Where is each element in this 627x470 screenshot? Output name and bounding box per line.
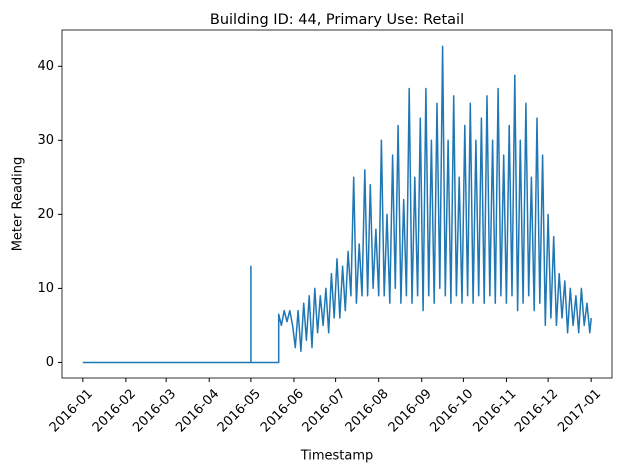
x-tick-label: 2016-11	[470, 386, 519, 435]
x-tick-label: 2016-08	[343, 386, 392, 435]
y-tick-label: 0	[46, 355, 54, 370]
y-tick-label: 20	[37, 207, 54, 222]
x-tick-label: 2016-06	[258, 386, 307, 435]
x-tick-label: 2016-09	[386, 386, 435, 435]
y-tick-label: 30	[37, 133, 54, 148]
x-axis-label: Timestamp	[300, 449, 374, 464]
x-tick-label: 2016-10	[427, 386, 476, 435]
y-axis-label: Meter Reading	[11, 157, 26, 252]
x-tick-label: 2017-01	[555, 386, 604, 435]
x-tick-label: 2016-01	[47, 386, 96, 435]
x-tick-label: 2016-04	[173, 386, 222, 435]
plot-frame	[61, 29, 613, 379]
x-tick-label: 2016-05	[215, 386, 264, 435]
data-line	[82, 45, 592, 364]
x-tick-label: 2016-03	[130, 386, 179, 435]
y-tick-label: 10	[37, 281, 54, 296]
x-tick-label: 2016-12	[512, 386, 561, 435]
x-tick-label: 2016-02	[90, 386, 139, 435]
chart-title: Building ID: 44, Primary Use: Retail	[210, 12, 464, 28]
x-tick-label: 2016-07	[300, 386, 349, 435]
y-tick-label: 40	[37, 59, 54, 74]
